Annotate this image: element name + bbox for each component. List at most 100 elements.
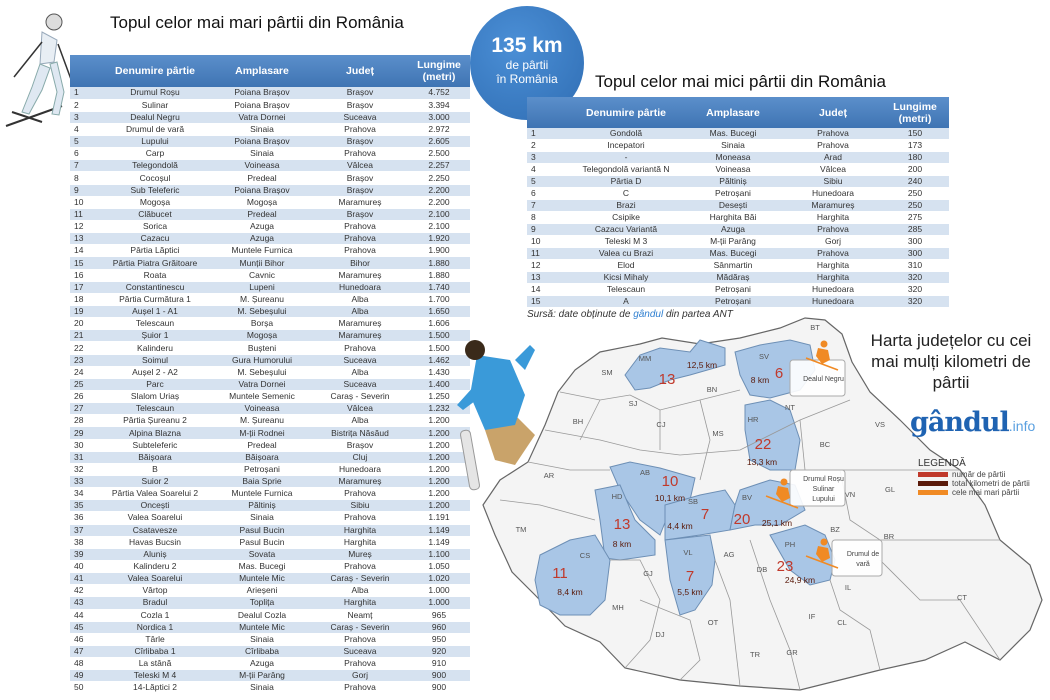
cell-county: Harghita	[785, 271, 881, 285]
table-row: 5 Pârtia D Păltiniș Sibiu 240	[527, 175, 949, 189]
cell-county: Prahova	[312, 244, 408, 258]
cell-name: Pârtia Valea Soarelui 2	[98, 487, 212, 501]
callout-line: Lupului	[812, 496, 835, 503]
cell-county: Caraș - Severin	[312, 621, 408, 634]
table-row: 9 Cazacu Variantă Azuga Prahova 285	[527, 223, 949, 237]
cell-name: Șuior 1	[98, 329, 212, 343]
table-row: 13 Cazacu Azuga Prahova 1.920	[70, 232, 470, 246]
county-label: OT	[708, 618, 719, 627]
cell-length: 1.740	[408, 281, 470, 294]
cell-name: Gondolă	[571, 128, 681, 141]
cell-county: Vâlcea	[785, 163, 881, 177]
cell-length: 900	[408, 669, 470, 683]
cell-name: Csipike	[571, 211, 681, 225]
cell-name: 14-Lăptici 2	[98, 681, 212, 695]
cell-county: Suceava	[312, 645, 408, 659]
cell-name: Subteleferic	[98, 439, 212, 452]
cell-name: Kalinderu	[98, 341, 212, 355]
skier-icon	[765, 478, 799, 509]
county-label: CS	[580, 551, 590, 560]
county-label: HR	[748, 415, 759, 424]
cell-location: Sovata	[212, 548, 312, 561]
cell-name: Roata	[98, 269, 212, 282]
callout-line: Drumul Roșu	[803, 476, 844, 483]
county-label: SM	[601, 368, 612, 377]
cell-rank: 26	[70, 390, 98, 404]
cell-length: 1.149	[408, 536, 470, 549]
table-row: 20 Telescaun Borșa Maramureș 1.606	[70, 317, 470, 331]
cell-length: 1.100	[408, 548, 470, 561]
table-row: 17 Constantinescu Lupeni Hunedoara 1.740	[70, 281, 470, 294]
cell-length: 900	[408, 681, 470, 695]
county-label: SB	[688, 497, 698, 506]
cell-name: Teleski M 3	[571, 235, 681, 249]
cell-location: M-ții Parâng	[212, 669, 312, 683]
table-row: 46 Târle Sinaia Prahova 950	[70, 633, 470, 646]
callout-box	[789, 359, 846, 397]
cell-name: Kicsi Mihaly	[571, 271, 681, 285]
cell-name: Valea cu Brazi	[571, 247, 681, 261]
table-row: 21 Șuior 1 Mogoșa Maramureș 1.500	[70, 329, 470, 343]
cell-rank: 7	[70, 159, 98, 173]
table-row: 39 Aluniș Sovata Mureș 1.100	[70, 548, 470, 561]
cell-name: A	[571, 295, 681, 309]
cell-length: 200	[881, 163, 949, 177]
cell-length: 2.100	[408, 220, 470, 234]
cell-length: 1.020	[408, 572, 470, 586]
cell-location: Păltiniș	[681, 175, 785, 189]
cell-rank: 35	[70, 499, 98, 513]
slope-km: 5,5 km	[677, 587, 703, 597]
cell-location: Muntele Semenic	[212, 390, 312, 404]
county-label: BC	[820, 440, 831, 449]
cell-county: Prahova	[312, 681, 408, 695]
cell-length: 173	[881, 139, 949, 153]
skier-icon	[805, 340, 839, 371]
cell-location: Moneasa	[681, 151, 785, 165]
table-row: 35 Oncești Păltiniș Sibiu 1.200	[70, 499, 470, 513]
cell-length: 1.700	[408, 293, 470, 307]
cell-rank: 27	[70, 402, 98, 416]
table-row: 13 Kicsi Mihaly Mădăraș Harghita 320	[527, 271, 949, 285]
cell-location: Vatra Dornei	[212, 111, 312, 124]
map-title: Harta județelor cu cei mai mulți kilomet…	[870, 331, 1032, 392]
cell-county: Caraș - Severin	[312, 390, 408, 404]
skier-icon	[805, 538, 839, 569]
cell-name: Elod	[571, 259, 681, 273]
table-row: 33 Suior 2 Baia Sprie Maramureș 1.200	[70, 475, 470, 489]
cell-location: Voineasa	[212, 402, 312, 416]
cell-county: Brașov	[312, 208, 408, 222]
cell-length: 285	[881, 223, 949, 237]
cell-length: 1.200	[408, 499, 470, 513]
smallest-slopes-table: Denumire pârtie Amplasare Județ Lungime …	[527, 97, 949, 309]
cell-length: 320	[881, 283, 949, 297]
cell-county: Hunedoara	[785, 295, 881, 309]
cell-location: M-ții Parâng	[681, 235, 785, 249]
cell-location: Azuga	[681, 223, 785, 237]
cell-length: 2.972	[408, 123, 470, 137]
cell-length: 1.650	[408, 305, 470, 319]
cell-county: Prahova	[312, 147, 408, 161]
col-length: Lungime (metri)	[881, 97, 949, 128]
cell-location: Muntele Mic	[212, 621, 312, 634]
cell-rank: 11	[527, 247, 571, 261]
table-row: 28 Pârtia Șureanu 2 M. Șureanu Alba 1.200	[70, 414, 470, 428]
cell-rank: 48	[70, 657, 98, 671]
county-label: BN	[707, 385, 717, 394]
cell-length: 1.000	[408, 596, 470, 610]
county-label: GL	[885, 485, 895, 494]
table-row: 34 Pârtia Valea Soarelui 2 Muntele Furnica…	[70, 487, 470, 501]
cell-length: 1.200	[408, 439, 470, 452]
county-label: VL	[683, 548, 692, 557]
cell-rank: 12	[527, 259, 571, 273]
cell-county: Hunedoara	[785, 187, 881, 201]
cell-name: Târle	[98, 633, 212, 646]
cell-length: 310	[881, 259, 949, 273]
cell-location: Gura Humorului	[212, 354, 312, 367]
cell-length: 1.250	[408, 390, 470, 404]
slope-count: 13	[614, 516, 631, 533]
cell-name: Valea Soarelui	[98, 572, 212, 586]
cell-name: Brazi	[571, 199, 681, 213]
cell-county: Harghita	[312, 596, 408, 610]
cell-location: Păltiniș	[212, 499, 312, 513]
